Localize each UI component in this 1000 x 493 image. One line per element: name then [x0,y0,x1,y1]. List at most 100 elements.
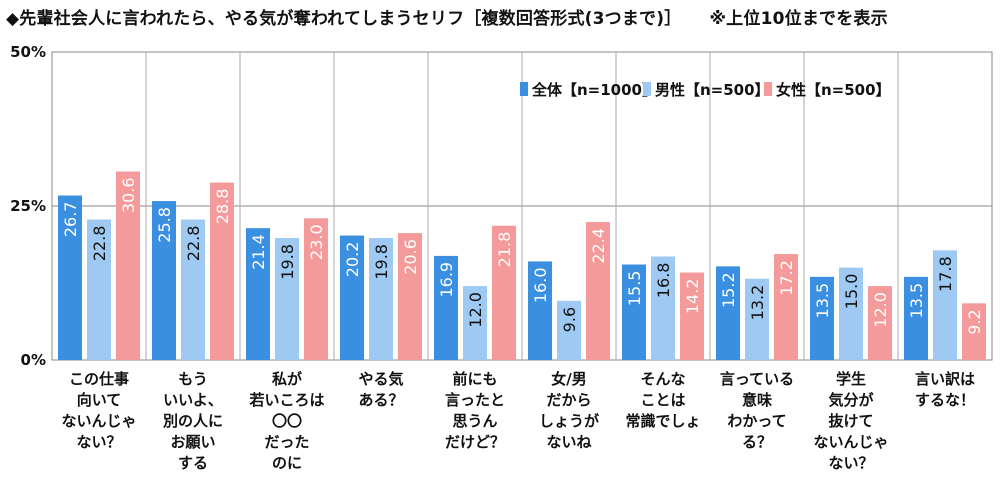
category-label: 言っている [720,370,794,388]
chart-note: ※上位10位までを表示 [709,9,888,29]
category-label: 思うん [452,412,497,430]
category-label: 女/男 [551,370,586,388]
bar [210,182,234,360]
legend-swatch [520,82,528,96]
category-label: ないんじゃ [813,433,888,451]
data-label: 21.8 [495,232,514,268]
data-label: 22.8 [184,226,203,262]
y-tick-label: 0% [21,351,46,369]
category-label: 別の人に [162,412,223,430]
data-label: 12.0 [466,292,485,328]
data-label: 12.0 [871,292,890,328]
category-label: 言ったと [445,391,505,409]
data-label: 25.8 [155,207,174,243]
chart-title: ◆先輩社会人に言われたら、やる気が奪われてしまうセリフ［複数回答形式(3つまで)… [6,4,888,29]
data-label: 19.8 [372,244,391,280]
bar [586,222,610,360]
data-label: 17.2 [777,260,796,296]
bar [651,256,675,360]
bar [369,238,393,360]
legend-swatch [643,82,651,96]
category-label: お願い [170,433,215,451]
legend-swatch [764,82,772,96]
data-label: 22.8 [90,226,109,262]
data-label: 20.6 [401,239,420,275]
category-label: しょうが [539,412,600,430]
bar [181,219,205,360]
category-label: いいよ、 [163,391,223,409]
bar [116,171,140,360]
data-label: 15.5 [625,271,644,307]
data-label: 30.6 [119,178,138,214]
bar [246,228,270,360]
bar [680,272,704,360]
category-label: ない？ [828,454,873,472]
bar [962,303,986,360]
category-label: 前にも [452,370,497,388]
bar [275,238,299,360]
category-label: 抜けて [828,412,873,430]
bar [774,254,798,360]
bar [87,219,111,360]
y-tick-label: 25% [10,197,46,215]
bar [152,201,176,360]
data-label: 13.2 [748,285,767,321]
data-label: 17.8 [936,256,955,292]
data-label: 22.4 [589,228,608,264]
bar [745,278,769,360]
category-label: ことは [640,391,685,409]
category-label: だった [264,433,309,451]
category-label: だから [546,391,591,409]
bar [868,286,892,360]
data-label: 26.7 [61,202,80,238]
bar [434,255,458,360]
bar [904,276,928,360]
bar [716,266,740,360]
category-label: 学生 [836,370,866,388]
data-label: 14.2 [683,279,702,315]
data-label: 28.8 [213,189,232,225]
chart-title-text: ◆先輩社会人に言われたら、やる気が奪われてしまうセリフ［複数回答形式(3つまで)… [6,9,682,29]
category-label: わかって [727,412,786,430]
bar [340,235,364,360]
category-label: 私が [271,370,303,388]
data-label: 9.2 [965,309,984,334]
data-label: 19.8 [278,244,297,280]
category-label: ない？ [76,433,121,451]
category-label: する [178,454,208,472]
data-label: 15.2 [719,272,738,308]
category-label: 向いて [77,391,122,409]
bar [528,261,552,360]
y-tick-label: 50% [10,43,46,61]
legend-label: 全体【n=1000】 [531,81,657,99]
bar [810,276,834,360]
category-label: ある？ [358,391,403,409]
category-label: る？ [742,433,772,451]
legend-label: 女性【n=500】 [776,81,891,99]
data-label: 13.5 [907,283,926,319]
category-label: 常識でしょ [625,412,700,430]
category-label: 言い訳は [915,370,975,388]
bar [492,225,516,360]
bar [304,218,328,360]
category-label: ないね [546,433,591,451]
data-label: 16.9 [437,262,456,298]
category-label: ないんじゃ [61,412,136,430]
data-label: 13.5 [813,283,832,319]
legend-label: 男性【n=500】 [655,81,770,99]
category-label: やる気 [358,370,403,388]
category-label: もう [178,370,208,388]
category-label: のに [272,454,302,472]
data-label: 16.8 [654,263,673,299]
category-label: 〇〇 [272,412,302,430]
bar [463,286,487,360]
bar [622,264,646,360]
bar [58,195,82,360]
bar [398,233,422,360]
category-label: そんな [640,370,685,388]
data-label: 20.2 [343,242,362,278]
category-label: 気分が [828,391,874,409]
category-label: この仕事 [69,370,129,388]
category-label: 意味 [742,391,772,409]
